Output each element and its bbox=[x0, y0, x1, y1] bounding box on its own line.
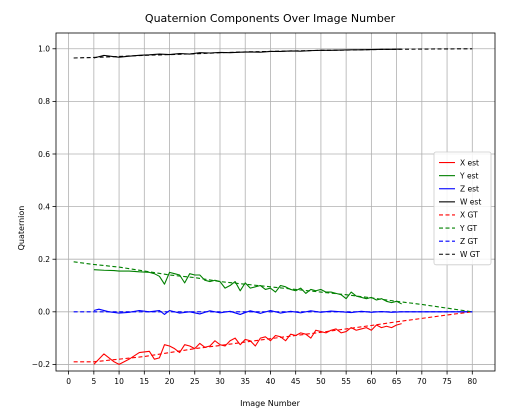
y-tick-label: 1.0 bbox=[38, 45, 50, 54]
legend-label-y-gt: Y GT bbox=[459, 224, 478, 233]
series-line-y-est bbox=[94, 270, 402, 304]
x-tick-label: 0 bbox=[66, 377, 71, 386]
series-line-w-gt bbox=[74, 49, 473, 58]
grid-lines bbox=[56, 33, 495, 371]
y-tick-label: −0.2 bbox=[32, 360, 50, 369]
x-tick-label: 55 bbox=[341, 377, 351, 386]
legend-box bbox=[434, 152, 491, 265]
x-tick-label: 10 bbox=[114, 377, 124, 386]
legend: X est Y est Z est W est X GT Y GT Z GT W GT bbox=[434, 152, 491, 265]
series-line-y-gt bbox=[74, 262, 473, 312]
x-tick-label: 5 bbox=[91, 377, 96, 386]
series-line-x-gt bbox=[74, 312, 473, 362]
x-tick-label: 80 bbox=[468, 377, 478, 386]
x-tick-label: 75 bbox=[442, 377, 452, 386]
axes: 0 5 10 15 20 25 30 35 40 45 50 55 60 65 70 75 80 −0.2 0.0 0… bbox=[32, 33, 495, 386]
legend-label-x-est: X est bbox=[460, 158, 479, 167]
x-tick-label: 35 bbox=[240, 377, 250, 386]
plot-frame bbox=[56, 33, 495, 371]
legend-label-z-gt: Z GT bbox=[460, 237, 478, 246]
x-tick-label: 65 bbox=[392, 377, 402, 386]
x-tick-label: 25 bbox=[190, 377, 200, 386]
y-tick-label: 0.8 bbox=[38, 97, 50, 106]
legend-label-y-est: Y est bbox=[459, 171, 478, 180]
y-tick-label: 0.2 bbox=[38, 255, 50, 264]
y-tick-label: 0.4 bbox=[38, 202, 50, 211]
y-tick-label: 0.0 bbox=[38, 308, 50, 317]
legend-label-w-gt: W GT bbox=[460, 250, 480, 259]
legend-label-x-gt: X GT bbox=[460, 211, 478, 220]
x-tick-label: 70 bbox=[417, 377, 427, 386]
x-tick-label: 30 bbox=[215, 377, 225, 386]
y-axis-label: Quaternion bbox=[17, 206, 26, 251]
legend-label-z-est: Z est bbox=[460, 184, 479, 193]
x-tick-label: 15 bbox=[140, 377, 150, 386]
y-tick-label: 0.6 bbox=[38, 150, 50, 159]
legend-label-w-est: W est bbox=[460, 198, 481, 207]
x-tick-label: 50 bbox=[316, 377, 326, 386]
x-axis-label: Image Number bbox=[240, 399, 300, 408]
x-tick-label: 40 bbox=[266, 377, 276, 386]
series-line-x-est bbox=[94, 324, 402, 365]
x-tick-label: 20 bbox=[165, 377, 175, 386]
x-tick-label: 45 bbox=[291, 377, 301, 386]
x-tick-label: 60 bbox=[367, 377, 377, 386]
chart-title: Quaternion Components Over Image Number bbox=[145, 12, 396, 25]
